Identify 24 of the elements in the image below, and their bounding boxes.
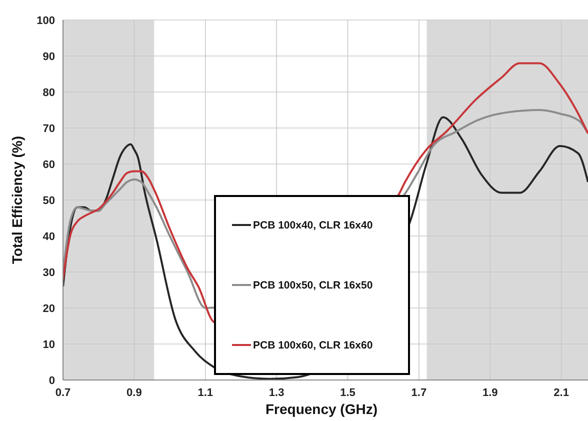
y-tick-label: 10 xyxy=(42,338,55,351)
x-tick-label: 1.9 xyxy=(482,387,498,399)
y-tick-label: 0 xyxy=(48,374,55,387)
y-tick-label: 50 xyxy=(42,194,55,207)
y-tick-label: 30 xyxy=(42,266,55,279)
y-tick-label: 80 xyxy=(42,86,55,99)
y-tick-label: 70 xyxy=(42,122,55,135)
legend-label: PCB 100x60, CLR 16x60 xyxy=(253,340,373,352)
x-tick-label: 1.3 xyxy=(268,387,284,399)
y-axis-title: Total Efficiency (%) xyxy=(9,136,25,264)
x-axis-title: Frequency (GHz) xyxy=(265,401,378,417)
x-tick-label: 0.7 xyxy=(55,387,71,399)
y-tick-label: 40 xyxy=(42,230,55,243)
x-tick-label: 1.7 xyxy=(411,387,427,399)
legend-label: PCB 100x40, CLR 16x40 xyxy=(253,220,373,232)
x-tick-label: 2.1 xyxy=(554,387,569,399)
x-tick-label: 1.1 xyxy=(198,387,214,399)
y-tick-label: 100 xyxy=(36,14,55,27)
legend-label: PCB 100x50, CLR 16x50 xyxy=(253,280,373,292)
x-tick-label: 1.5 xyxy=(340,387,356,399)
y-tick-label: 20 xyxy=(42,302,55,315)
x-tick-label: 0.9 xyxy=(126,387,142,399)
y-tick-label: 60 xyxy=(42,158,55,171)
y-tick-label: 90 xyxy=(42,50,55,63)
